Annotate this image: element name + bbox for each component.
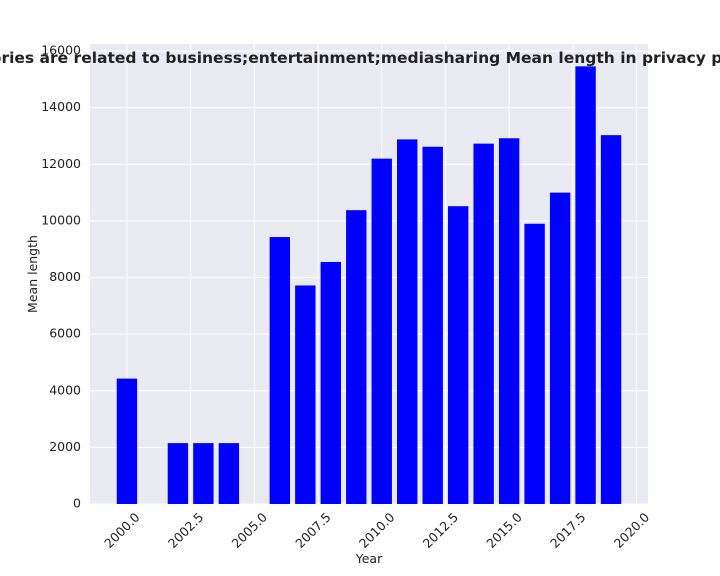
bars bbox=[116, 66, 622, 505]
x-tick-label: 2015.0 bbox=[483, 509, 525, 551]
y-tick-label: 4000 bbox=[49, 382, 81, 397]
y-tick-label: 6000 bbox=[49, 326, 81, 341]
x-axis-label: Year bbox=[355, 551, 383, 566]
bar-2015 bbox=[498, 138, 520, 504]
bar-2018 bbox=[575, 66, 596, 505]
bar-2008 bbox=[320, 261, 341, 504]
y-tick-label: 16000 bbox=[41, 43, 81, 58]
bar-2011 bbox=[397, 139, 418, 505]
x-tick-labels: 2000.0 2002.5 2005.0 2007.5 2010.0 2012.5 2015… bbox=[101, 509, 652, 551]
x-tick-label: 2010.0 bbox=[356, 509, 398, 551]
x-tick-label: 2007.5 bbox=[292, 509, 334, 551]
bar-2010 bbox=[371, 158, 392, 504]
bar-2007 bbox=[295, 285, 316, 504]
bar-2006 bbox=[269, 237, 291, 504]
x-tick-label: 2000.0 bbox=[101, 509, 143, 551]
bar-2014 bbox=[473, 143, 494, 505]
y-tick-label: 8000 bbox=[49, 269, 81, 284]
x-tick-label: 2012.5 bbox=[420, 509, 462, 551]
x-tick-label: 2017.5 bbox=[547, 509, 589, 551]
bar-2009 bbox=[346, 210, 367, 505]
x-tick-label: 2020.0 bbox=[611, 509, 653, 551]
bar-2017 bbox=[549, 192, 571, 504]
bar-2012 bbox=[422, 146, 443, 504]
chart-title: categories are related to business;enter… bbox=[0, 49, 720, 67]
x-tick-label: 2005.0 bbox=[229, 509, 271, 551]
y-tick-label: 14000 bbox=[41, 99, 81, 114]
bar-2013 bbox=[447, 206, 469, 505]
y-tick-label: 12000 bbox=[41, 156, 81, 171]
y-tick-labels: 0 2000 4000 6000 8000 10000 12000 14000 16000 bbox=[41, 43, 81, 511]
y-tick-label: 0 bbox=[73, 496, 81, 511]
bar-2019 bbox=[600, 135, 622, 505]
bar-2004 bbox=[218, 443, 240, 504]
bar-2003 bbox=[193, 443, 214, 504]
y-tick-label: 2000 bbox=[49, 439, 81, 454]
y-axis-label: Mean length bbox=[25, 235, 40, 313]
x-tick-label: 2002.5 bbox=[165, 509, 207, 551]
bar-2000 bbox=[116, 378, 138, 504]
bar-2002 bbox=[167, 443, 189, 504]
bar-2016 bbox=[524, 223, 545, 504]
y-tick-label: 10000 bbox=[41, 212, 81, 227]
